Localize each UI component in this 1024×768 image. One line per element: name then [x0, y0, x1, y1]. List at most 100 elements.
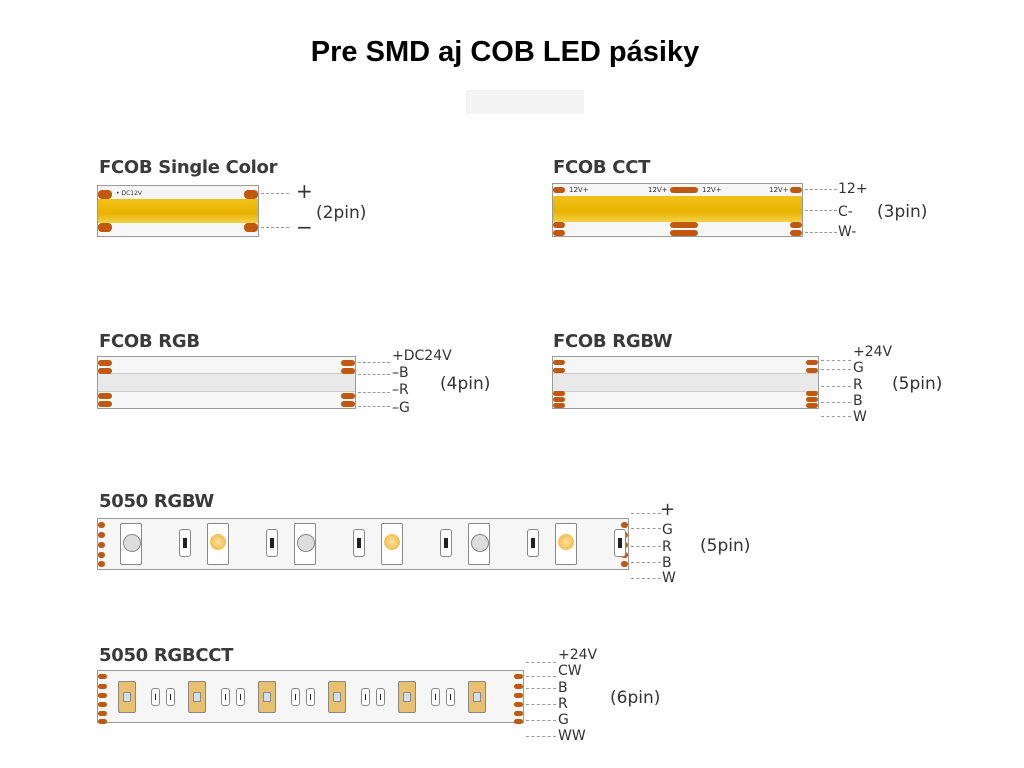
leader-line: [358, 362, 390, 363]
pin-count: (5pin): [700, 536, 751, 556]
resistor: [376, 688, 385, 706]
led-5050: [398, 681, 416, 713]
pin-count: (6pin): [610, 688, 661, 708]
solder-pad: [98, 674, 107, 679]
solder-pad: [514, 693, 523, 698]
solder-pad: [806, 397, 818, 402]
pin-label: G: [853, 360, 864, 376]
leader-line: [805, 189, 837, 190]
faint-watermark: [466, 90, 584, 114]
cob-emitter: [98, 199, 258, 223]
resistor: [527, 529, 539, 557]
solder-pad: [341, 393, 355, 399]
led-5050: [294, 523, 316, 565]
leader-line: [821, 369, 851, 370]
led-5050: [120, 523, 142, 565]
resistor: [236, 688, 245, 706]
solder-pad: [553, 187, 565, 193]
leader-line: [821, 386, 851, 387]
led-5050: [381, 523, 403, 565]
solder-pad: [553, 360, 565, 365]
resistor: [361, 688, 370, 706]
led-core: [263, 692, 271, 702]
resistor: [266, 529, 278, 557]
led-core: [193, 692, 201, 702]
led-rgb: [471, 534, 489, 552]
leader-line: [358, 392, 390, 393]
strip-marking: 12V+: [648, 186, 668, 194]
led-5050: [118, 681, 136, 713]
solder-pad: [98, 711, 107, 716]
resistor: [614, 529, 626, 557]
solder-pad: [98, 532, 105, 538]
solder-pad: [341, 368, 355, 374]
pin-label: B: [662, 555, 672, 571]
resistor: [306, 688, 315, 706]
leader-line: [261, 193, 289, 194]
solder-pad: [341, 360, 355, 366]
pin-label: 12+: [838, 181, 868, 197]
solder-pad: [98, 522, 105, 528]
led-warm-white: [210, 534, 226, 550]
leader-line: [821, 402, 851, 403]
solder-pad: [514, 684, 523, 689]
led-core: [333, 692, 341, 702]
solder-pad: [98, 702, 107, 707]
led-warm-white: [384, 534, 400, 550]
solder-pad: [806, 391, 818, 396]
solder-pad: [244, 223, 258, 232]
solder-pad: [341, 401, 355, 407]
solder-pad: [98, 684, 107, 689]
pin-label: –B: [392, 365, 409, 381]
strip-label-fcob-cct: FCOB CCT: [553, 157, 651, 178]
pin-label: +: [296, 179, 313, 203]
solder-pad: [98, 693, 107, 698]
leader-line: [821, 416, 851, 417]
strip-fcob-cct: 12V+ 12V+ 12V+ 12V+: [552, 183, 803, 237]
led-core: [123, 692, 131, 702]
solder-pad: [514, 719, 523, 724]
resistor: [353, 529, 365, 557]
strip-5050-rgbcct: [97, 670, 524, 724]
led-5050: [207, 523, 229, 565]
solder-pad: [553, 230, 565, 236]
pin-count: (4pin): [440, 374, 491, 394]
led-5050: [328, 681, 346, 713]
pin-label: CW: [558, 663, 582, 679]
pin-label: +24V: [853, 344, 893, 360]
pin-count: (5pin): [892, 374, 943, 394]
strip-label-fcob-rgbw: FCOB RGBW: [553, 331, 673, 352]
solder-pad: [670, 187, 698, 193]
strip-label-fcob-single: FCOB Single Color: [99, 157, 278, 178]
pin-label: R: [558, 696, 568, 712]
led-rgb: [123, 534, 141, 552]
led-5050: [258, 681, 276, 713]
led-5050: [555, 523, 577, 565]
led-core: [403, 692, 411, 702]
solder-pad: [553, 222, 565, 228]
leader-line: [526, 676, 556, 677]
leader-line: [631, 546, 661, 547]
solder-pad: [98, 719, 107, 724]
leader-line: [526, 736, 556, 737]
pin-label: C-: [838, 204, 853, 220]
solder-pad: [621, 522, 628, 528]
pin-count: (3pin): [877, 202, 928, 222]
resistor: [166, 688, 175, 706]
solder-pad: [553, 368, 565, 373]
leader-line: [631, 562, 661, 563]
solder-pad: [621, 561, 628, 567]
pin-label: +24V: [558, 647, 598, 663]
pin-label: W: [853, 409, 867, 425]
solder-pad: [514, 674, 523, 679]
solder-pad: [553, 391, 565, 396]
leader-line: [821, 360, 851, 361]
pin-label: B: [558, 680, 568, 696]
solder-pad: [670, 222, 698, 228]
strip-label-5050-rgbcct: 5050 RGBCCT: [99, 645, 234, 666]
solder-pad: [790, 222, 802, 228]
led-warm-white: [558, 534, 574, 550]
pin-label: WW: [558, 728, 586, 744]
solder-pad: [790, 187, 802, 193]
